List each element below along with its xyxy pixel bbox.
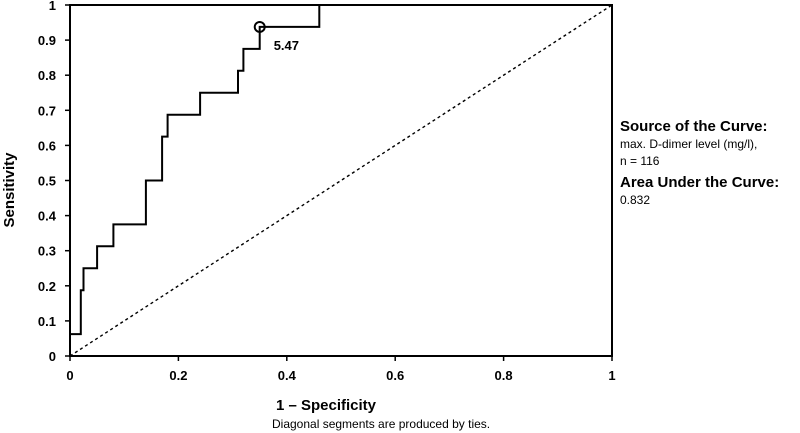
- y-tick-label: 1: [49, 0, 56, 13]
- cutoff-marker: [253, 20, 266, 33]
- source-line-1: max. D-dimer level (mg/l),: [620, 137, 758, 151]
- y-tick-label: 0.2: [38, 279, 56, 294]
- y-tick-label: 0.7: [38, 103, 56, 118]
- y-tick-label: 0.9: [38, 33, 56, 48]
- roc-curve-line: [69, 4, 612, 356]
- cutoff-label: 5.47: [274, 38, 299, 53]
- y-tick-label: 0.8: [38, 68, 56, 83]
- plot-area: 0 0.2 0.4 0.6 0.8 1 0 0.1 0.2 0.3 0.4 0.5 0.6 0.7 0.8 0…: [38, 0, 616, 383]
- source-description: max. D-dimer level (mg/l), n = 116: [620, 136, 798, 170]
- x-tick-label: 0: [66, 368, 73, 383]
- y-tick-label: 0.6: [38, 138, 56, 153]
- y-tick-label: 0.5: [38, 174, 56, 189]
- source-heading: Source of the Curve:: [620, 118, 768, 135]
- x-tick-label: 0.8: [495, 368, 513, 383]
- x-tick-label: 0.4: [278, 368, 297, 383]
- source-line-2: n = 116: [620, 154, 660, 168]
- y-tick-label: 0: [49, 349, 56, 364]
- curve-info-panel: Source of the Curve: max. D-dimer level …: [620, 118, 798, 213]
- x-tick-label: 0.6: [386, 368, 404, 383]
- y-axis-title: Sensitivity: [1, 152, 18, 228]
- y-tick-label: 0.4: [38, 209, 57, 224]
- ties-note: Diagonal segments are produced by ties.: [272, 417, 490, 431]
- x-tick-label: 0.2: [169, 368, 187, 383]
- y-tick-label: 0.3: [38, 244, 56, 259]
- x-axis-title: 1 – Specificity: [276, 397, 377, 414]
- y-tick-label: 0.1: [38, 314, 56, 329]
- x-tick-label: 1: [608, 368, 615, 383]
- auc-heading: Area Under the Curve:: [620, 174, 780, 191]
- auc-value: 0.832: [620, 193, 651, 207]
